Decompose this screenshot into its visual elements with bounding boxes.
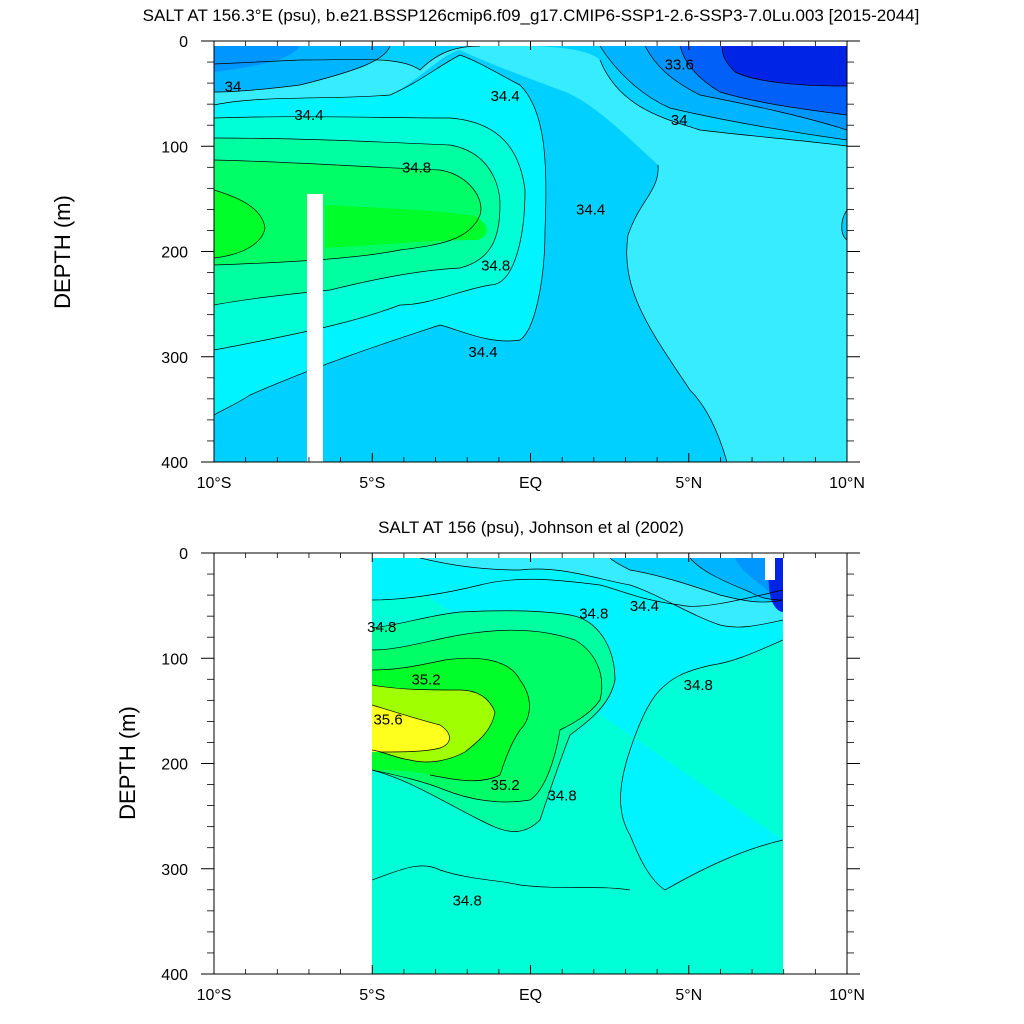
- panel-1-contour: [626, 164, 728, 462]
- contour-label: 34.8: [453, 893, 482, 910]
- contour-label: 34.8: [367, 619, 396, 636]
- panel-2-contour: [372, 684, 496, 763]
- panel-2-contour: [372, 704, 450, 753]
- panel-1-band-34-4: [214, 46, 847, 462]
- contour-label: 34.4: [468, 344, 497, 361]
- x-tick-label: 5°S: [359, 475, 385, 492]
- panel-1-x-axis: 10°S 5°S EQ 5°N 10°N: [197, 41, 865, 492]
- panel-2: SALT AT 156 (psu), Johnson et al (2002) …: [115, 518, 865, 1004]
- contour-label: 34.8: [684, 677, 713, 694]
- contour-label: 35.2: [411, 672, 440, 689]
- panel-1-contour: [214, 137, 501, 306]
- x-tick-label: 10°N: [829, 475, 865, 492]
- panel-2-contour: [372, 629, 603, 803]
- panel-1-y-axis: 0 100 200 300 400: [161, 34, 860, 472]
- x-tick-label: 10°S: [197, 987, 232, 1004]
- panel-1-band-35-4: [214, 190, 265, 258]
- y-tick-label: 400: [161, 455, 188, 472]
- x-tick-label: 5°S: [359, 987, 385, 1004]
- panel-2-band-35-8: [372, 705, 450, 752]
- y-tick-label: 0: [179, 34, 188, 51]
- panel-1-missing-column: [307, 194, 323, 462]
- contour-label: 35.2: [491, 777, 520, 794]
- contour-label: 34.4: [491, 88, 520, 105]
- panel-1-contour-labels: 34 34.4 34.8 34.4 33.6 34 34.4 34.8 34.4: [225, 56, 694, 360]
- contour-label: 35.6: [373, 712, 402, 729]
- y-tick-label: 100: [161, 139, 188, 156]
- contour-label: 34.8: [402, 160, 431, 177]
- y-tick-label: 200: [161, 245, 188, 262]
- panel-1-field: [214, 46, 847, 462]
- panel-1-band-33-8: [214, 46, 300, 72]
- panel-1-contour: [644, 46, 847, 131]
- panel-1-contour: [841, 209, 847, 241]
- panel-2-contour: [620, 639, 783, 891]
- panel-1-contour: [599, 59, 847, 147]
- panel-1-title: SALT AT 156.3°E (psu), b.e21.BSSP126cmip…: [143, 6, 920, 25]
- panel-2-x-axis: 10°S 5°S EQ 5°N 10°N: [197, 553, 865, 1004]
- panel-2-contour: [372, 657, 530, 782]
- x-tick-label: 10°S: [197, 475, 232, 492]
- panel-1-ylabel: DEPTH (m): [50, 195, 75, 309]
- x-tick-label: 5°N: [675, 475, 702, 492]
- panel-2-ylabel: DEPTH (m): [115, 706, 140, 820]
- contour-label: 34: [671, 112, 688, 129]
- y-tick-label: 400: [161, 967, 188, 984]
- panel-1: SALT AT 156.3°E (psu), b.e21.BSSP126cmip…: [50, 6, 919, 492]
- contour-label: 34.8: [548, 787, 577, 804]
- y-tick-label: 300: [161, 350, 188, 367]
- panel-2-contour: [609, 558, 783, 603]
- panel-2-title: SALT AT 156 (psu), Johnson et al (2002): [378, 518, 684, 537]
- contour-label: 34.4: [294, 107, 323, 124]
- contour-label: 34.8: [579, 605, 608, 622]
- panel-1-contour: [214, 54, 547, 416]
- panel-2-contour: [689, 558, 783, 601]
- panel-1-contour: [721, 46, 847, 87]
- contour-label: 34.4: [630, 598, 659, 615]
- x-tick-label: EQ: [519, 475, 542, 492]
- panel-2-field: [372, 558, 783, 974]
- panel-1-contour: [214, 159, 482, 266]
- contour-label: 33.6: [665, 56, 694, 73]
- panel-1-contour: [214, 189, 266, 259]
- y-tick-label: 300: [161, 862, 188, 879]
- panel-2-contour: [419, 558, 783, 628]
- panel-2-missing-column: [765, 558, 775, 580]
- panel-1-contour: [214, 46, 481, 71]
- contour-label: 34: [225, 79, 242, 96]
- panel-2-y-axis: 0 100 200 300 400: [161, 546, 860, 984]
- x-tick-label: 5°N: [675, 987, 702, 1004]
- panel-1-band-35-4-east: [325, 205, 487, 248]
- panel-2-band-34-6: [372, 558, 783, 890]
- x-tick-label: EQ: [519, 987, 542, 1004]
- y-tick-label: 200: [161, 757, 188, 774]
- y-tick-label: 100: [161, 651, 188, 668]
- panel-2-contour: [372, 865, 631, 891]
- y-tick-label: 0: [179, 546, 188, 563]
- contour-label: 34.8: [481, 257, 510, 274]
- panel-2-contour: [372, 610, 616, 832]
- contour-label: 34.4: [576, 202, 605, 219]
- panel-2-contour: [372, 578, 783, 607]
- panel-2-contour-labels: 34.8 35.2 35.6 34.8 34.4 34.8 35.2 34.8 34.8: [367, 598, 713, 910]
- x-tick-label: 10°N: [829, 987, 865, 1004]
- panel-1-contour: [679, 46, 847, 116]
- panel-1-contour: [214, 46, 391, 93]
- panel-1-band-33-4: [722, 46, 847, 86]
- panel-1-contour: [599, 46, 847, 141]
- panel-1-contour: [214, 116, 526, 351]
